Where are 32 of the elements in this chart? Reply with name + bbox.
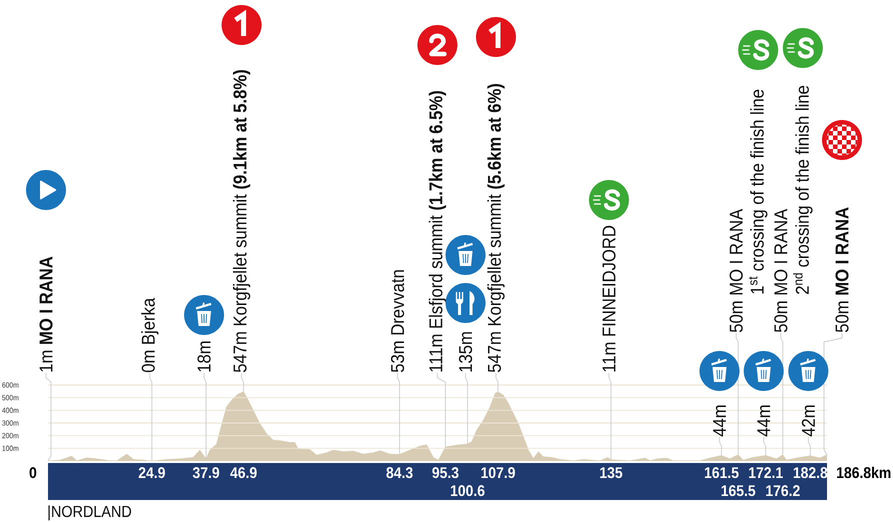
text: 0 (30, 467, 36, 478)
text: 2$^{nd}$ crossing of the finish line (793, 86, 813, 294)
annotation: 50m MO I RANA (774, 208, 788, 332)
annotation: 44m (757, 405, 770, 436)
text: 165.5 (722, 485, 756, 496)
annotation: 547m Korgfjellet summit (5.6km at 6%) (487, 84, 505, 372)
text: 100.6 (450, 485, 484, 496)
x-tick-label: 161.5 (704, 467, 739, 478)
annotation: 0m Bjerka (141, 298, 158, 372)
annotation: 111m Elsfjord summit (1.7km at 6.5%) (428, 91, 446, 372)
x-tick-label: 107.9 (481, 467, 515, 478)
x-tick-label: 135 (600, 467, 622, 478)
x-tick-label: 84.3 (386, 467, 413, 478)
x-tick-label: 37.9 (192, 467, 220, 478)
annotation: 11m FINNEIDJORD (602, 226, 616, 372)
annotation: 50m MO I RANA (730, 208, 743, 332)
annotation: 18m (198, 341, 211, 372)
text: 186.8km (837, 466, 890, 478)
x-tick-label: 95.3 (432, 467, 458, 478)
x-tick-label: 172.1 (749, 467, 783, 478)
text: 1$^{st}$ crossing of the finish line (748, 90, 768, 294)
annotation: 1m MO I RANA (39, 256, 53, 372)
annotation: 44m (713, 405, 726, 436)
text: |NORDLAND (48, 505, 132, 520)
annotation: 50m MO I RANA (835, 207, 849, 332)
annotation: 547m Korgfjellet summit (9.1km at 5.8%) (232, 70, 250, 372)
x-tick-label: 24.9 (138, 467, 165, 478)
annotation: 42m (802, 405, 815, 436)
x-tick-label: 46.9 (230, 467, 257, 478)
annotation: 53m Drevvatn (391, 270, 404, 372)
text: 176.2 (766, 485, 800, 496)
annotation: 135m (458, 332, 472, 372)
